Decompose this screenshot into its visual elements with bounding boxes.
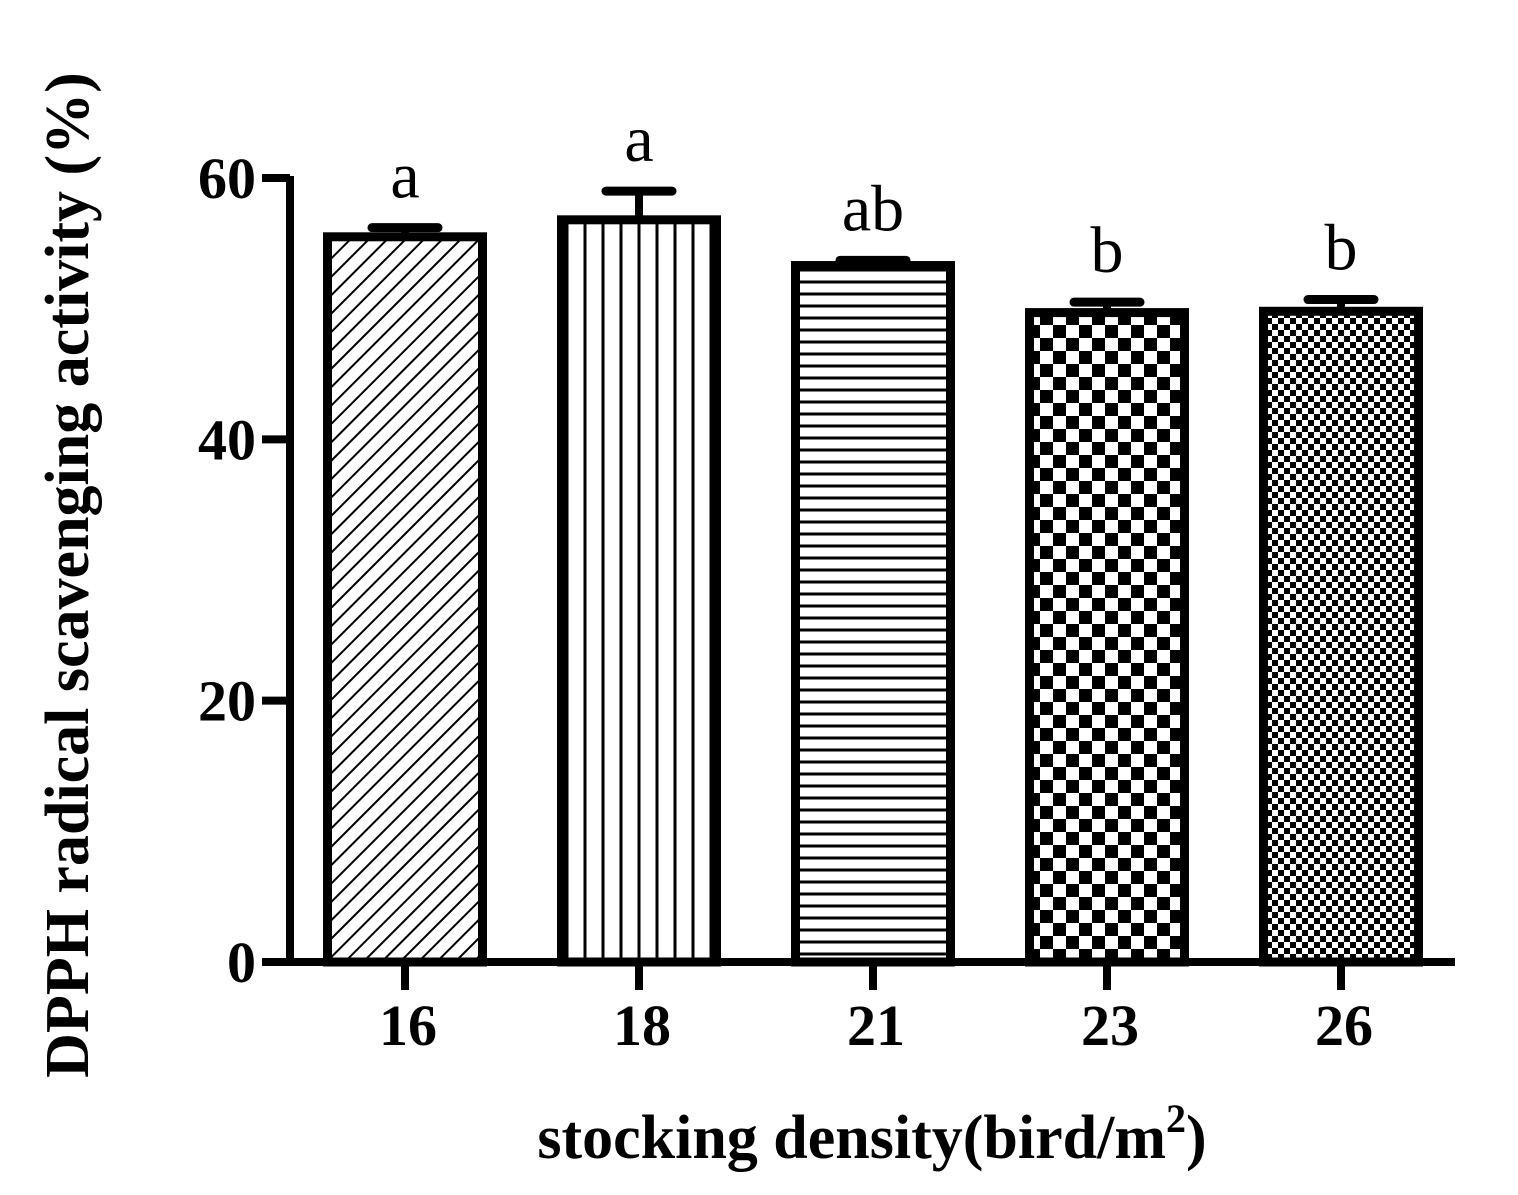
y-tick-label: 0 xyxy=(227,930,256,995)
error-bar-18 xyxy=(601,186,677,220)
x-ticks: 16 18 21 23 26 xyxy=(379,962,1373,1058)
y-tick-label: 60 xyxy=(198,146,256,211)
x-tick-label-23: 23 xyxy=(1081,993,1139,1058)
x-tick-label-16: 16 xyxy=(379,993,437,1058)
x-tick-label-26: 26 xyxy=(1315,993,1373,1058)
x-axis-label-end: ) xyxy=(1186,1104,1207,1172)
bar-18 xyxy=(557,215,721,967)
significance-labels: a a ab b b xyxy=(390,103,1357,287)
y-tick-label: 40 xyxy=(198,407,256,472)
significance-label-23: b xyxy=(1091,214,1124,287)
bar-21 xyxy=(791,261,955,967)
bar-23 xyxy=(1025,308,1189,967)
y-tick-label: 20 xyxy=(198,669,256,734)
x-axis-label-superscript: 2 xyxy=(1166,1096,1186,1141)
x-axis-label: stocking density(bird/m2) xyxy=(537,1096,1206,1172)
y-ticks: 0 20 40 60 xyxy=(198,146,290,995)
error-bar-21 xyxy=(835,255,911,266)
error-bar-26 xyxy=(1303,295,1379,312)
significance-label-16: a xyxy=(390,140,419,213)
significance-label-18: a xyxy=(624,103,653,176)
x-axis-label-main: stocking density(bird/m xyxy=(537,1104,1166,1172)
significance-label-21: ab xyxy=(842,172,904,245)
bar-16 xyxy=(323,232,487,967)
y-axis-label: DPPH radical scavenging activity (%) xyxy=(34,72,102,1078)
error-bar-16 xyxy=(367,223,443,237)
x-tick-label-18: 18 xyxy=(613,993,671,1058)
error-bars xyxy=(367,186,1379,313)
bar-26 xyxy=(1259,306,1423,967)
error-bar-23 xyxy=(1069,297,1145,313)
x-tick-label-21: 21 xyxy=(847,993,905,1058)
bars xyxy=(323,215,1423,967)
significance-label-26: b xyxy=(1325,212,1358,285)
